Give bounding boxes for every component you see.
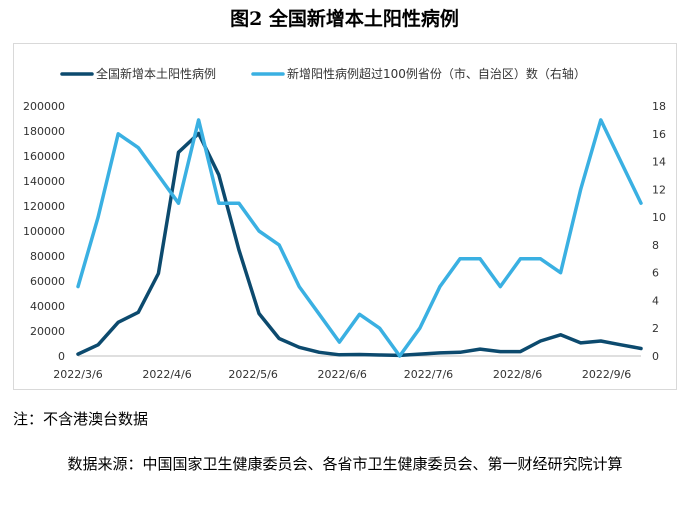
- legend-label-1: 全国新增本土阳性病例: [96, 66, 216, 81]
- y-right-tick-label: 10: [652, 211, 666, 224]
- figure-title: 图2 全国新增本土阳性病例: [230, 8, 459, 30]
- y-left-tick-label: 80000: [30, 250, 65, 263]
- x-tick-label: 2022/9/6: [582, 368, 631, 381]
- series-line-2: [76, 118, 643, 358]
- y-right-tick-label: 2: [652, 322, 659, 335]
- y-right-tick-label: 6: [652, 267, 659, 280]
- y-right-tick-label: 14: [652, 156, 666, 169]
- x-tick-label: 2022/6/6: [318, 368, 367, 381]
- x-tick-label: 2022/5/6: [228, 368, 277, 381]
- y-left-tick-label: 140000: [23, 175, 65, 188]
- x-tick-label: 2022/8/6: [493, 368, 542, 381]
- series-line-1: [76, 131, 643, 358]
- y-left-tick-label: 120000: [23, 200, 65, 213]
- footnote: 注：不含港澳台数据: [13, 410, 149, 428]
- legend-label-2: 新增阳性病例超过100例省份（市、自治区）数（右轴）: [287, 66, 586, 81]
- y-left-tick-label: 180000: [23, 125, 65, 138]
- x-tick-label: 2022/4/6: [142, 368, 191, 381]
- y-left-tick-label: 160000: [23, 150, 65, 163]
- y-right-tick-label: 0: [652, 350, 659, 363]
- data-source: 数据来源：中国国家卫生健康委员会、各省市卫生健康委员会、第一财经研究院计算: [67, 455, 623, 473]
- y-left-tick-label: 200000: [23, 100, 65, 113]
- y-right-tick-label: 12: [652, 183, 666, 196]
- line-chart: 0 20000 40000 60000 80000 100000 120000 140000 1…: [23, 66, 666, 381]
- x-tick-label: 2022/7/6: [404, 368, 453, 381]
- chart-frame: [13, 43, 677, 390]
- x-tick-label: 2022/3/6: [53, 368, 102, 381]
- y-left-tick-label: 100000: [23, 225, 65, 238]
- y-right-tick-label: 18: [652, 100, 666, 113]
- y-left-tick-label: 60000: [30, 275, 65, 288]
- y-right-tick-label: 16: [652, 128, 666, 141]
- y-right-tick-label: 4: [652, 294, 659, 307]
- y-left-tick-label: 20000: [30, 325, 65, 338]
- y-left-tick-label: 40000: [30, 300, 65, 313]
- y-right-tick-label: 8: [652, 239, 659, 252]
- y-left-tick-label: 0: [58, 350, 65, 363]
